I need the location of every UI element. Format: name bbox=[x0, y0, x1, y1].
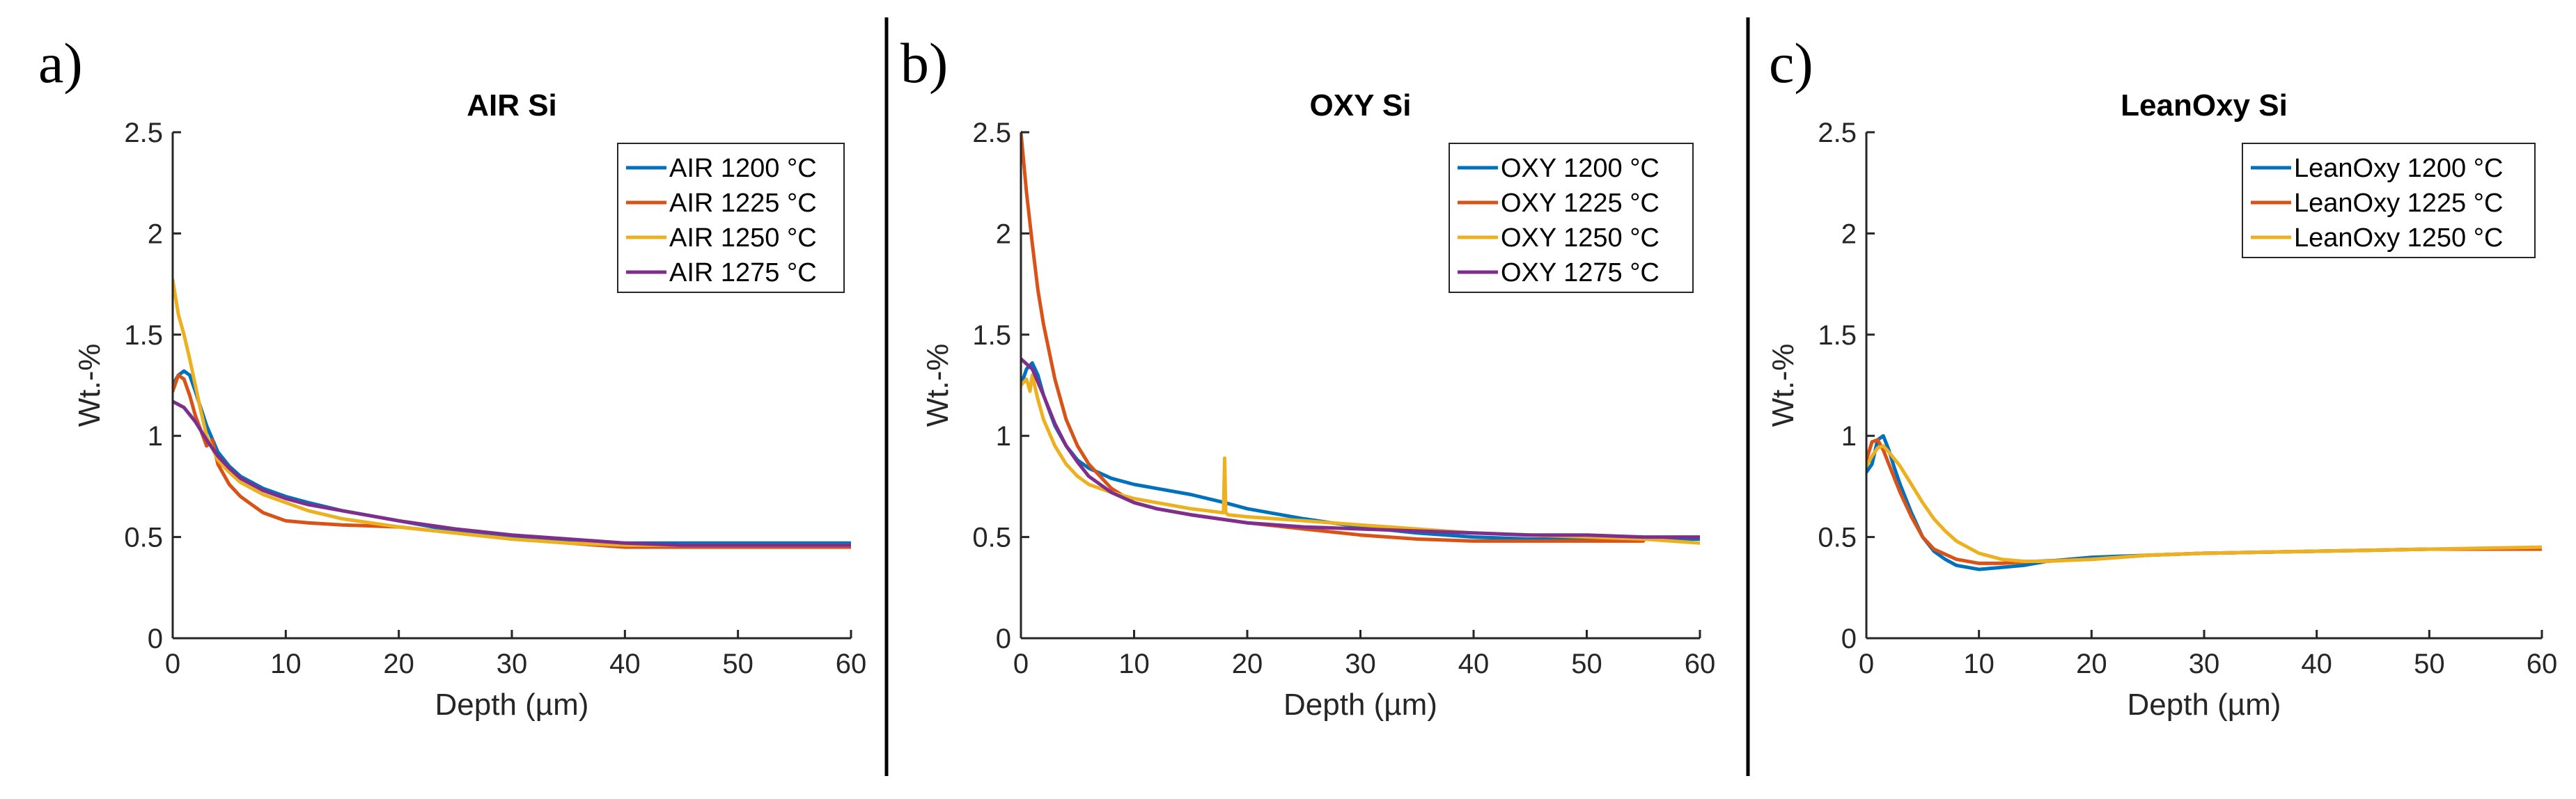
y-tick-label: 2 bbox=[996, 219, 1011, 249]
series-group bbox=[1021, 131, 1700, 545]
legend-label: AIR 1225 °C bbox=[669, 189, 817, 218]
x-tick-label: 30 bbox=[2189, 649, 2220, 679]
x-tick-label: 0 bbox=[1859, 649, 1874, 679]
x-tick-label: 10 bbox=[270, 649, 302, 679]
series-line-3 bbox=[1866, 444, 2542, 563]
legend: AIR 1200 °C AIR 1225 °C AIR 1250 °C AIR 127… bbox=[617, 143, 845, 293]
legend-label: AIR 1200 °C bbox=[669, 154, 817, 183]
x-tick-label: 40 bbox=[2301, 649, 2332, 679]
y-tick-label: 0 bbox=[148, 624, 163, 654]
x-tick-label: 50 bbox=[2414, 649, 2445, 679]
y-tick-label: 2.5 bbox=[972, 118, 1011, 148]
y-tick-label: 0 bbox=[996, 624, 1011, 654]
chart-title: LeanOxy Si bbox=[2121, 88, 2288, 122]
series-group bbox=[1866, 434, 2542, 571]
y-tick-label: 1 bbox=[1841, 421, 1857, 452]
series-line-4 bbox=[173, 400, 851, 547]
legend-label: AIR 1275 °C bbox=[669, 258, 817, 287]
legend: LeanOxy 1200 °C LeanOxy 1225 °C LeanOxy 12… bbox=[2242, 143, 2536, 258]
x-tick-label: 0 bbox=[1013, 649, 1029, 679]
chart-panel-3: c) LeanOxy Si 0 10 20 30 40 50 60 0 0.5 1 1.5 2 2.5 Dep… bbox=[1766, 31, 2557, 722]
x-tick-label: 40 bbox=[1458, 649, 1490, 679]
legend-label: LeanOxy 1200 °C bbox=[2294, 154, 2503, 183]
y-tick-label: 2.5 bbox=[124, 118, 163, 148]
series-line-2 bbox=[173, 373, 851, 549]
panel-letter: a) bbox=[38, 31, 83, 95]
x-tick-label: 30 bbox=[1345, 649, 1376, 679]
x-axis-label: Depth (µm) bbox=[2128, 688, 2281, 722]
x-tick-label: 60 bbox=[2527, 649, 2558, 679]
y-tick-label: 1 bbox=[148, 421, 163, 452]
legend-label: OXY 1250 °C bbox=[1501, 223, 1660, 253]
x-tick-label: 50 bbox=[722, 649, 754, 679]
panel-letter: b) bbox=[900, 31, 948, 95]
y-axis-label: Wt.-% bbox=[72, 344, 107, 427]
x-tick-label: 20 bbox=[383, 649, 414, 679]
legend-label: OXY 1275 °C bbox=[1501, 258, 1660, 287]
x-tick-label: 60 bbox=[1685, 649, 1716, 679]
y-tick-label: 0.5 bbox=[972, 523, 1011, 553]
series-line-4 bbox=[1021, 357, 1700, 539]
x-tick-label: 20 bbox=[1232, 649, 1263, 679]
legend-label: OXY 1200 °C bbox=[1501, 154, 1660, 183]
y-axis-label: Wt.-% bbox=[1766, 344, 1800, 427]
x-tick-label: 20 bbox=[2076, 649, 2107, 679]
y-tick-label: 2 bbox=[1841, 219, 1857, 249]
panel-letter: c) bbox=[1769, 31, 1813, 95]
x-axis-label: Depth (µm) bbox=[1283, 688, 1437, 722]
series-line-2 bbox=[1866, 438, 2542, 565]
legend-label: LeanOxy 1225 °C bbox=[2294, 189, 2503, 218]
legend-label: AIR 1250 °C bbox=[669, 223, 817, 253]
y-tick-label: 0 bbox=[1841, 624, 1857, 654]
y-tick-label: 0.5 bbox=[1818, 523, 1857, 553]
chart-title: OXY Si bbox=[1310, 88, 1412, 122]
series-group bbox=[173, 278, 851, 549]
y-tick-label: 1.5 bbox=[972, 320, 1011, 351]
chart-panel-1: a) AIR Si 0 10 20 30 40 50 60 0 0.5 1 1.5 2 2.5 Depth (… bbox=[38, 31, 866, 722]
legend-label: OXY 1225 °C bbox=[1501, 189, 1660, 218]
x-tick-label: 60 bbox=[836, 649, 867, 679]
y-tick-label: 1.5 bbox=[124, 320, 163, 351]
x-axis-label: Depth (µm) bbox=[435, 688, 589, 722]
chart-panel-2: b) OXY Si 0 10 20 30 40 50 60 0 0.5 1 1.5 2 2.5 Depth (… bbox=[900, 31, 1715, 722]
y-tick-label: 1.5 bbox=[1818, 320, 1857, 351]
series-line-3 bbox=[173, 278, 851, 547]
y-tick-label: 1 bbox=[996, 421, 1011, 452]
y-tick-label: 0.5 bbox=[124, 523, 163, 553]
legend-label: LeanOxy 1250 °C bbox=[2294, 223, 2503, 253]
x-tick-label: 50 bbox=[1571, 649, 1602, 679]
x-tick-label: 0 bbox=[165, 649, 180, 679]
y-tick-label: 2.5 bbox=[1818, 118, 1857, 148]
series-line-3 bbox=[1021, 373, 1700, 545]
y-axis-label: Wt.-% bbox=[921, 344, 955, 427]
x-tick-label: 10 bbox=[1118, 649, 1150, 679]
chart-title: AIR Si bbox=[467, 88, 557, 122]
y-tick-label: 2 bbox=[148, 219, 163, 249]
x-tick-label: 10 bbox=[1963, 649, 1995, 679]
x-tick-label: 30 bbox=[497, 649, 528, 679]
legend: OXY 1200 °C OXY 1225 °C OXY 1250 °C OXY 127… bbox=[1449, 143, 1694, 293]
series-line-1 bbox=[1021, 361, 1700, 541]
x-tick-label: 40 bbox=[609, 649, 641, 679]
